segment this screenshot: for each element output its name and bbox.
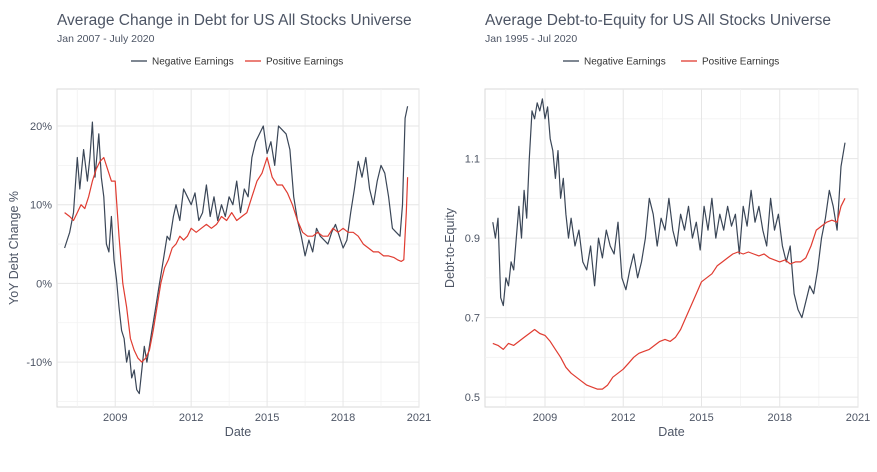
x-tick-label: 2012 bbox=[179, 412, 203, 424]
x-axis-label: Date bbox=[658, 425, 684, 439]
debt-change-chart-panel: Average Change in Debt for US All Stocks… bbox=[0, 0, 438, 472]
y-tick-label: 0.9 bbox=[465, 233, 480, 245]
chart-subtitle: Jan 2007 - July 2020 bbox=[57, 33, 155, 45]
debt-to-equity-chart-panel: Average Debt-to-Equity for US All Stocks… bbox=[438, 0, 876, 472]
x-tick-label: 2015 bbox=[255, 412, 279, 424]
y-tick-label: 1.1 bbox=[465, 154, 480, 166]
x-tick-label: 2009 bbox=[533, 412, 557, 424]
chart-title: Average Change in Debt for US All Stocks… bbox=[57, 12, 412, 29]
y-tick-label: 0.5 bbox=[465, 392, 480, 404]
legend-label: Negative Earnings bbox=[584, 57, 666, 68]
x-tick-label: 2021 bbox=[407, 412, 431, 424]
chart-title: Average Debt-to-Equity for US All Stocks… bbox=[485, 12, 832, 29]
x-axis-label: Date bbox=[225, 425, 251, 439]
y-tick-label: 10% bbox=[30, 200, 52, 212]
y-tick-label: 0.7 bbox=[465, 313, 480, 325]
legend-label: Positive Earnings bbox=[266, 57, 343, 68]
legend-label: Positive Earnings bbox=[702, 57, 779, 68]
x-tick-label: 2012 bbox=[611, 412, 635, 424]
plot-frame bbox=[484, 88, 859, 408]
debt-change-chart: -10% 0% 10% 20% 2009 2012 2015 2018 2021 Date YoY … bbox=[7, 57, 431, 440]
y-tick-label: 20% bbox=[30, 121, 52, 133]
x-tick-label: 2009 bbox=[103, 412, 127, 424]
y-tick-label: -10% bbox=[26, 357, 52, 369]
chart-subtitle: Jan 1995 - Jul 2020 bbox=[485, 33, 578, 45]
y-axis-label: YoY Debt Change % bbox=[7, 191, 21, 305]
plot-frame bbox=[56, 88, 420, 408]
debt-to-equity-chart: 0.5 0.7 0.9 1.1 2009 2012 2015 2018 2021 Date Debt… bbox=[443, 57, 870, 440]
series-line bbox=[64, 106, 409, 395]
x-tick-label: 2018 bbox=[331, 412, 355, 424]
y-tick-label: 0% bbox=[36, 278, 52, 290]
series-line bbox=[492, 198, 846, 390]
y-axis-label: Debt-to-Equity bbox=[443, 207, 457, 288]
x-tick-label: 2021 bbox=[846, 412, 870, 424]
legend-label: Negative Earnings bbox=[152, 57, 234, 68]
series-line bbox=[64, 156, 409, 363]
x-tick-label: 2018 bbox=[768, 412, 792, 424]
series-line bbox=[492, 98, 846, 319]
x-tick-label: 2015 bbox=[689, 412, 713, 424]
